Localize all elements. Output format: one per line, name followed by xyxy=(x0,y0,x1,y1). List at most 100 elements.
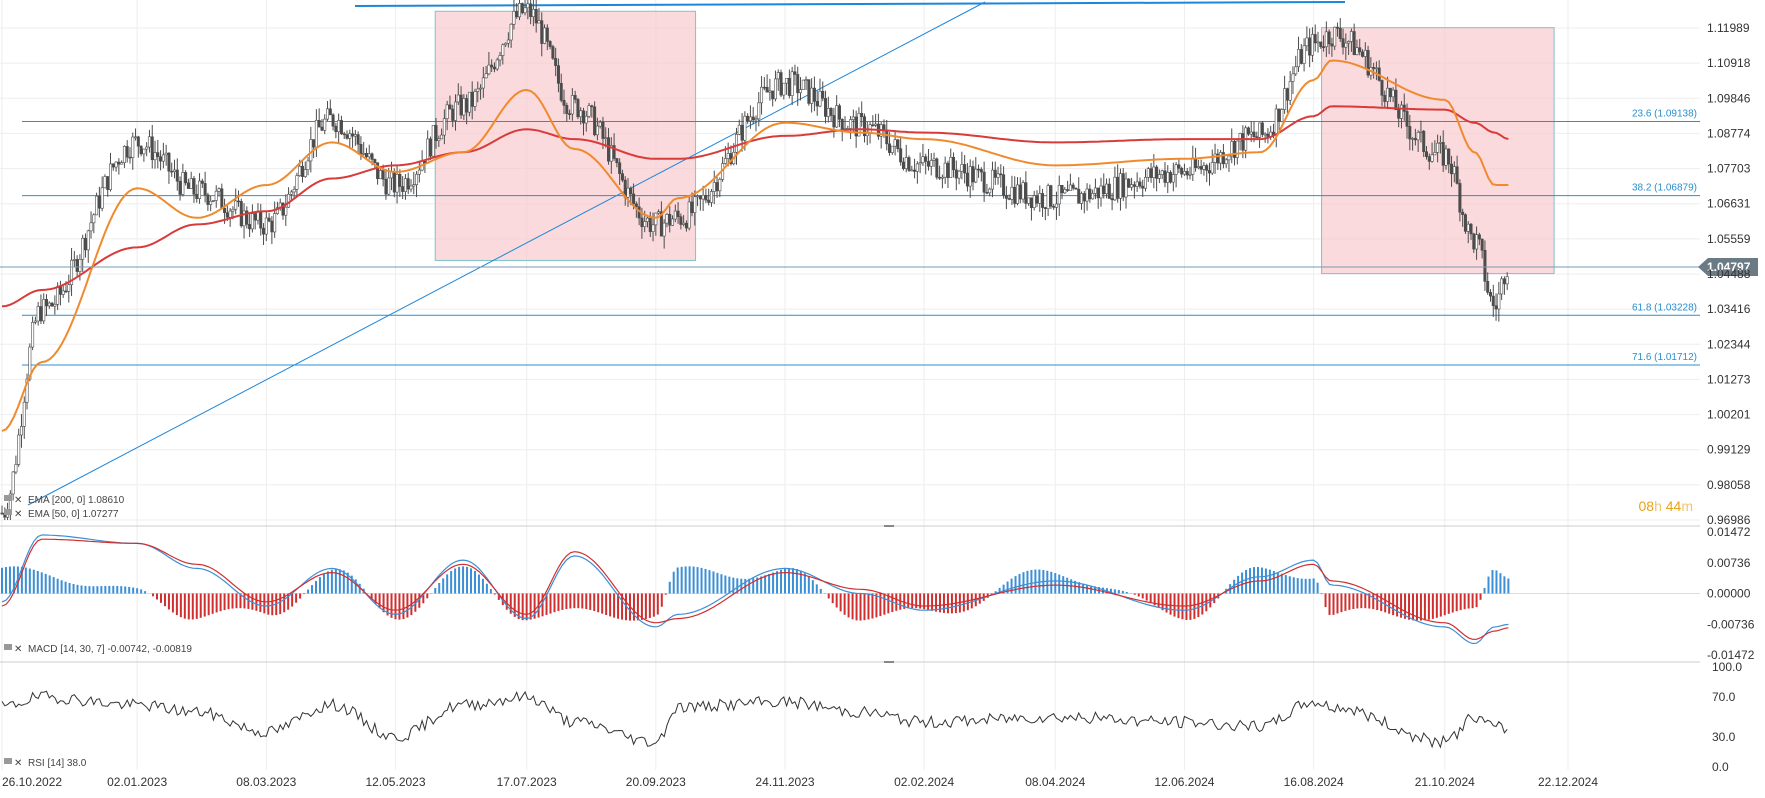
candle-body xyxy=(612,145,616,159)
last-price-badge: 1.04797 xyxy=(1698,258,1758,276)
macd-hist-bar xyxy=(756,577,759,594)
macd-hist-bar xyxy=(271,593,274,616)
macd-hist-bar xyxy=(652,593,655,617)
candle-body xyxy=(1324,31,1328,48)
candle-body xyxy=(1452,166,1456,175)
candle-body xyxy=(943,162,947,178)
candle-body xyxy=(965,172,969,187)
macd-tick: -0.00736 xyxy=(1707,617,1755,631)
macd-hist-bar xyxy=(88,586,91,594)
rising-trendline[interactable] xyxy=(27,1,986,506)
macd-hist-bar xyxy=(966,593,969,611)
macd-hist-bar xyxy=(438,583,441,594)
candle-body xyxy=(298,165,302,176)
candle-body xyxy=(676,210,680,217)
candle-body xyxy=(1258,122,1262,138)
candle-body xyxy=(25,378,29,403)
macd-hist-bar xyxy=(1050,571,1053,594)
candle-body xyxy=(988,188,992,194)
candle-body xyxy=(1188,173,1192,176)
candle-body xyxy=(743,115,747,141)
candle-body xyxy=(1105,183,1109,195)
candle-body xyxy=(1333,26,1337,47)
macd-hist-bar xyxy=(720,574,723,594)
macd-hist-bar xyxy=(175,593,178,616)
top-resistance-line[interactable] xyxy=(354,1,1346,7)
candle-body xyxy=(871,124,875,127)
candle-body xyxy=(1422,130,1426,153)
candle-body xyxy=(1480,238,1484,251)
price-tick: 1.07703 xyxy=(1707,162,1751,176)
candle-body xyxy=(1260,122,1264,135)
macd-hist-bar xyxy=(895,593,898,611)
macd-hist-bar xyxy=(1495,570,1498,594)
shaded-rectangles xyxy=(434,10,1555,275)
macd-hist-bar xyxy=(946,593,949,614)
macd-hist-bar xyxy=(923,593,926,610)
pane-resize-handle[interactable] xyxy=(884,525,894,527)
macd-hist-bar xyxy=(76,584,79,594)
candle-body xyxy=(643,221,647,227)
ema50-line[interactable] xyxy=(1,59,1509,432)
candle-body xyxy=(840,118,844,131)
candle-body xyxy=(565,105,569,114)
macd-hist-bar xyxy=(708,570,711,594)
macd-hist-bar xyxy=(231,593,234,609)
macd-hist-bar xyxy=(557,593,560,611)
macd-hist-bar xyxy=(382,593,385,613)
candle-body xyxy=(1035,195,1039,204)
macd-hist-bar xyxy=(919,593,922,609)
macd-signal-line[interactable] xyxy=(1,538,1509,640)
candle-body xyxy=(924,156,928,162)
macd-hist-bar xyxy=(1006,581,1009,594)
macd-hist-bar xyxy=(1109,588,1112,594)
macd-hist-bar xyxy=(1467,593,1470,609)
candle-body xyxy=(186,182,190,189)
macd-hist-bar xyxy=(1296,578,1299,594)
candle-body xyxy=(651,224,655,232)
candle-body xyxy=(1274,108,1278,136)
candle-body xyxy=(92,214,96,224)
macd-hist-bar xyxy=(1149,593,1152,603)
candle-body xyxy=(835,105,839,128)
macd-axis: 0.01472 0.00736 0.00000 -0.00736 -0.01472 xyxy=(1707,525,1755,662)
macd-hist-bar xyxy=(120,586,123,594)
ema200-line[interactable] xyxy=(1,105,1509,308)
candle-body xyxy=(440,134,444,140)
candle-body xyxy=(262,227,266,235)
macd-hist-bar xyxy=(1173,593,1176,617)
macd-hist-bar xyxy=(569,593,572,609)
candle-body xyxy=(75,259,79,272)
candle-body xyxy=(1411,138,1415,140)
macd-hist-bar xyxy=(1256,566,1259,594)
rsi-line[interactable] xyxy=(1,690,1508,749)
last-price-label: 1.04797 xyxy=(1707,260,1751,274)
candle-body xyxy=(1283,88,1287,110)
candle-body xyxy=(860,113,864,118)
macd-line[interactable] xyxy=(1,534,1509,645)
candle-body xyxy=(351,133,355,137)
macd-hist-bar xyxy=(350,575,353,594)
macd-hist-bar xyxy=(263,593,266,614)
candle-body xyxy=(974,168,978,183)
candle-body xyxy=(1494,305,1498,310)
macd-hist-bar xyxy=(394,593,397,620)
macd-hist-bar xyxy=(617,593,620,619)
macd-hist-bar xyxy=(378,593,381,609)
timer-hours: 08 xyxy=(1638,498,1655,514)
macd-hist-bar xyxy=(791,568,794,594)
candle-body xyxy=(479,87,483,90)
macd-hist-bar xyxy=(1451,593,1454,613)
candle-body xyxy=(242,210,246,227)
time-tick: 17.07.2023 xyxy=(497,775,557,789)
candle-body xyxy=(1155,166,1159,179)
candle-body xyxy=(1138,181,1142,187)
candle-body xyxy=(1436,142,1440,153)
macd-hist-bar xyxy=(171,593,174,613)
macd-hist-bar xyxy=(1308,578,1311,594)
pane-resize-handle[interactable] xyxy=(884,661,894,663)
candle-body xyxy=(236,200,240,203)
macd-hist-bar xyxy=(163,593,166,607)
highlight-box[interactable] xyxy=(434,10,697,261)
